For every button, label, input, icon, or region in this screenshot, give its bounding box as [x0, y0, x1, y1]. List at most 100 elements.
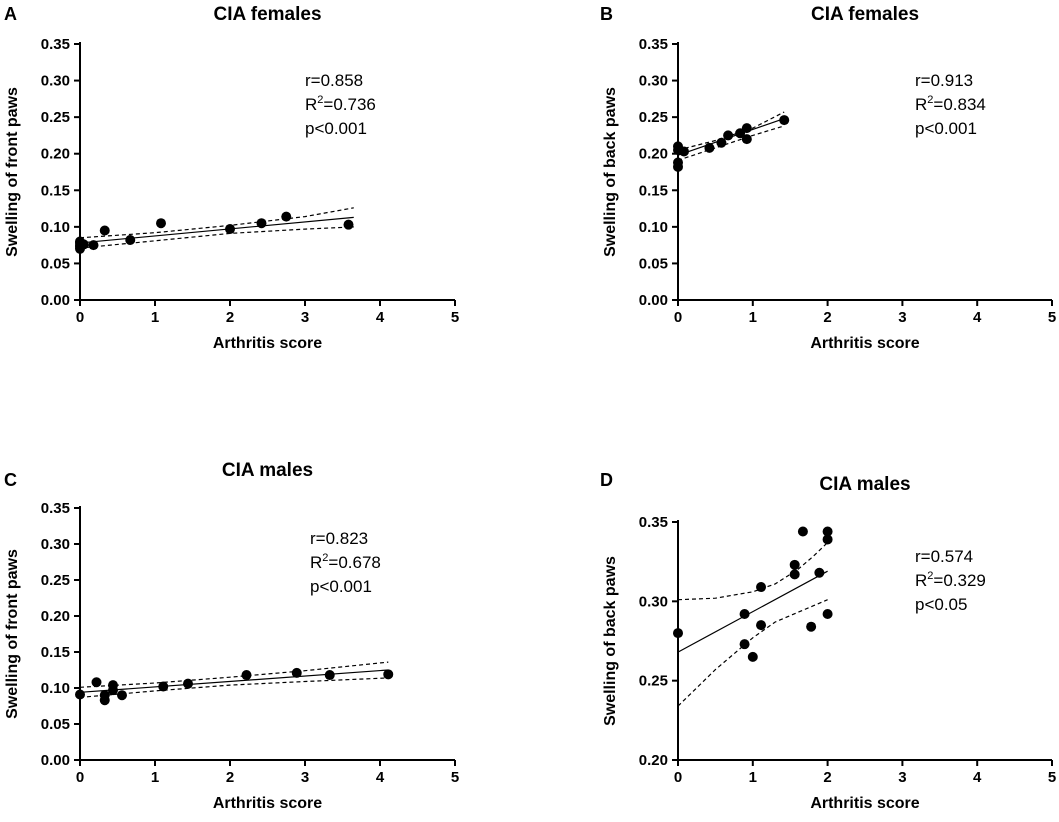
data-point	[789, 569, 800, 580]
data-point	[78, 239, 89, 250]
x-tick-label: 2	[226, 309, 234, 326]
x-tick-label: 4	[973, 309, 982, 326]
data-point	[779, 115, 790, 126]
confidence-band-lower	[79, 677, 389, 698]
data-point	[88, 240, 99, 251]
regression-line	[677, 570, 828, 653]
regression-line	[79, 216, 354, 244]
x-tick-label: 5	[451, 309, 459, 326]
y-tick-label: 0.05	[41, 716, 70, 733]
data-point	[806, 621, 817, 632]
y-tick-label: 0.05	[639, 255, 668, 272]
y-tick-label: 0.10	[41, 219, 70, 236]
data-point	[156, 218, 166, 229]
confidence-band-upper	[677, 111, 785, 151]
stat-r-squared-superscript: 2	[317, 94, 323, 106]
y-tick-label: 0.20	[41, 146, 70, 163]
chart-title: CIA males	[222, 460, 313, 481]
x-axis-label: Arthritis score	[213, 335, 322, 352]
data-point	[739, 639, 750, 650]
y-tick-label: 0.10	[639, 219, 668, 236]
y-tick-label: 0.35	[639, 36, 668, 53]
stat-r-squared-value: =0.329	[933, 571, 985, 590]
data-point	[723, 130, 734, 141]
stat-r-squared-value: =0.834	[933, 95, 985, 114]
data-point	[383, 669, 394, 680]
panel-letter: D	[600, 470, 613, 490]
x-tick-label: 1	[151, 769, 159, 786]
stat-r-squared: R2=0.329	[915, 570, 986, 590]
data-point	[241, 670, 252, 681]
x-axis-label: Arthritis score	[810, 795, 919, 812]
confidence-band-upper	[79, 207, 354, 239]
y-axis-label: Swelling of front paws	[4, 87, 21, 257]
data-point	[756, 620, 767, 631]
stat-r-squared-value: =0.678	[328, 553, 380, 572]
panel-a: A CIA females 0.00 0.05 0.10 0.15 0.20 0.25 0.30…	[4, 4, 459, 352]
y-tick-label: 0.00	[41, 292, 70, 309]
y-tick-label: 0.25	[41, 109, 70, 126]
data-point	[108, 685, 118, 696]
stat-p-value: p<0.001	[915, 119, 977, 138]
data-point	[822, 609, 833, 620]
data-point	[673, 157, 683, 168]
y-tick-label: 0.30	[639, 73, 668, 90]
data-point	[747, 651, 758, 662]
stat-r-squared-superscript: 2	[927, 94, 933, 106]
x-tick-label: 4	[973, 769, 982, 786]
x-tick-label: 1	[151, 309, 159, 326]
data-point	[91, 677, 102, 688]
confidence-band-upper	[677, 542, 829, 601]
data-point	[741, 123, 752, 134]
stat-r-squared-superscript: 2	[927, 570, 933, 582]
x-tick-label: 1	[749, 309, 757, 326]
chart-title: CIA females	[811, 4, 919, 25]
confidence-band-lower	[677, 125, 785, 161]
stat-r: r=0.823	[310, 529, 368, 548]
y-tick-label: 0.10	[41, 680, 70, 697]
stat-r-squared-prefix: R	[915, 571, 927, 590]
x-tick-label: 0	[76, 309, 84, 326]
y-tick-label: 0.30	[41, 73, 70, 90]
stat-r-squared-superscript: 2	[322, 552, 328, 564]
data-point	[756, 582, 767, 593]
x-axis-label: Arthritis score	[213, 795, 322, 812]
y-tick-label: 0.20	[41, 608, 70, 625]
y-axis-label: Swelling of front paws	[4, 549, 21, 719]
y-tick-label: 0.15	[639, 182, 668, 199]
x-tick-label: 5	[1048, 309, 1056, 326]
y-tick-label: 0.15	[41, 644, 70, 661]
stat-p-value: p<0.001	[305, 119, 367, 138]
stat-r-squared: R2=0.834	[915, 94, 986, 114]
x-tick-label: 5	[451, 769, 459, 786]
data-point	[739, 609, 750, 620]
x-tick-label: 5	[1048, 769, 1056, 786]
stat-r-squared-value: =0.736	[323, 95, 375, 114]
y-tick-label: 0.25	[639, 673, 668, 690]
stat-r: r=0.858	[305, 71, 363, 90]
regression-line	[79, 669, 389, 693]
panel-letter: A	[4, 4, 17, 24]
y-tick-label: 0.20	[639, 752, 668, 769]
y-axis-label: Swelling of back paws	[602, 556, 619, 726]
chart-title: CIA males	[819, 474, 910, 495]
data-point	[99, 225, 110, 236]
data-point	[256, 218, 267, 229]
x-tick-label: 3	[301, 309, 309, 326]
y-tick-label: 0.30	[639, 593, 668, 610]
y-tick-label: 0.20	[639, 146, 668, 163]
data-point	[281, 211, 292, 222]
chart-title: CIA females	[213, 4, 321, 25]
data-point	[673, 628, 683, 639]
data-point	[704, 142, 715, 153]
y-tick-label: 0.25	[639, 109, 668, 126]
data-point	[324, 670, 335, 681]
x-tick-label: 3	[898, 769, 906, 786]
stat-p-value: p<0.001	[310, 577, 372, 596]
x-tick-label: 3	[301, 769, 309, 786]
y-tick-label: 0.25	[41, 572, 70, 589]
data-point	[75, 689, 85, 700]
data-point	[822, 526, 833, 537]
panel-letter: C	[4, 470, 17, 490]
stat-r: r=0.913	[915, 71, 973, 90]
